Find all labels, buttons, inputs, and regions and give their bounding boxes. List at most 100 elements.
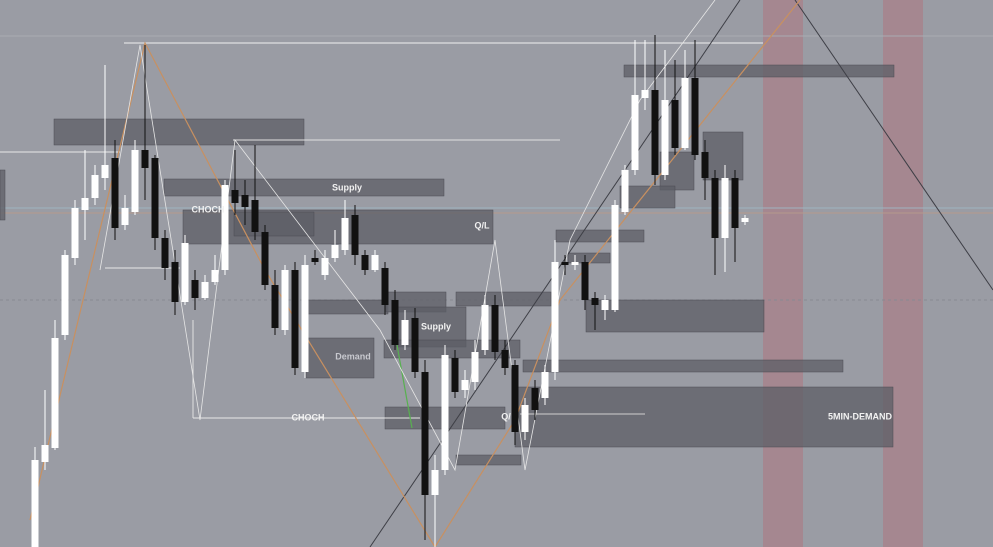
candle-body: [531, 388, 539, 410]
drawing-line: [396, 344, 413, 429]
candle-body: [131, 150, 139, 212]
candle-body: [361, 255, 369, 270]
candle-body: [181, 243, 189, 302]
candle-body: [151, 158, 159, 238]
candle-body: [251, 200, 259, 232]
candle-body: [641, 90, 649, 98]
candle-body: [81, 198, 89, 210]
candle-body: [561, 262, 569, 265]
zone: [53, 118, 305, 146]
candle-body: [341, 218, 349, 250]
candle-body: [691, 78, 699, 155]
candles: [31, 35, 749, 547]
zone: [522, 359, 844, 373]
candle-body: [551, 262, 559, 372]
candle-body: [671, 100, 679, 148]
candle-body: [161, 238, 169, 268]
zone-label: CHOCH: [292, 412, 325, 422]
candle-body: [601, 300, 609, 310]
candle-body: [41, 445, 49, 462]
candle-body: [621, 170, 629, 212]
candle-body: [591, 298, 599, 305]
candle-body: [711, 178, 719, 238]
candle-body: [231, 190, 239, 203]
candle-body: [331, 245, 339, 258]
zone: [555, 229, 645, 243]
zones: [0, 64, 895, 466]
candle-body: [441, 355, 449, 470]
candle-body: [541, 372, 549, 398]
candle-body: [431, 470, 439, 495]
zone: [233, 211, 315, 237]
candle-body: [461, 380, 469, 390]
candle-body: [481, 305, 489, 350]
zone: [702, 131, 744, 181]
candle-body: [391, 300, 399, 345]
candle-body: [371, 255, 379, 270]
zone-label: Supply: [421, 321, 451, 331]
candle-body: [421, 372, 429, 495]
zone: [305, 337, 375, 379]
zone-label: Demand: [335, 351, 371, 361]
candle-body: [61, 255, 69, 335]
candle-body: [121, 208, 129, 225]
zone-label: Supply: [332, 182, 362, 192]
candle-body: [271, 285, 279, 328]
zone: [623, 64, 895, 78]
candle-body: [91, 175, 99, 198]
candle-body: [301, 265, 309, 372]
zigzag: [99, 0, 716, 472]
zigzag: [29, 0, 801, 547]
candle-body: [221, 185, 229, 270]
candle-body: [261, 232, 269, 285]
candle-body: [731, 178, 739, 228]
session-column: [883, 0, 923, 547]
candle-body: [321, 258, 329, 275]
candle-body: [611, 205, 619, 310]
candle-body: [191, 280, 199, 298]
candle-body: [71, 208, 79, 258]
session-column: [763, 0, 803, 547]
candle-body: [211, 270, 219, 282]
candle-body: [471, 352, 479, 382]
labels: Supply CHOCH Q/L Supply Demand CHOCH Q/ …: [192, 182, 893, 422]
zone: [455, 454, 522, 466]
candle-body: [381, 268, 389, 305]
candle-body: [631, 95, 639, 170]
candle-body: [351, 215, 359, 255]
candle-body: [401, 320, 409, 345]
candle-body: [491, 305, 499, 352]
candle-body: [31, 460, 39, 547]
zone: [182, 209, 494, 245]
zone: [307, 299, 389, 315]
candle-body: [311, 258, 319, 262]
zone: [619, 185, 676, 209]
candle-body: [141, 150, 149, 168]
zone: [567, 252, 611, 264]
zone: [514, 386, 894, 448]
candle-body: [651, 90, 659, 175]
candle-body: [51, 338, 59, 448]
zone-label: Q/L: [475, 220, 491, 230]
candle-body: [501, 350, 509, 368]
candle-body: [171, 262, 179, 302]
candle-body: [411, 318, 419, 372]
zone-label: CHOCH: [192, 204, 225, 214]
candle-body: [521, 405, 529, 432]
zone: [163, 178, 445, 197]
candle-body: [581, 262, 589, 300]
candle-body: [511, 365, 519, 432]
candle-body: [111, 158, 119, 228]
candle-body: [741, 218, 749, 222]
candle-body: [571, 262, 579, 265]
candle-body: [721, 178, 729, 238]
zone-label: 5MIN-DEMAND: [828, 411, 892, 421]
candle-body: [101, 165, 109, 178]
drawing-line: [794, 0, 993, 291]
zone: [0, 169, 6, 221]
candle-body: [681, 78, 689, 148]
candle-body: [661, 100, 669, 175]
candle-body: [281, 270, 289, 330]
candle-body: [201, 282, 209, 298]
